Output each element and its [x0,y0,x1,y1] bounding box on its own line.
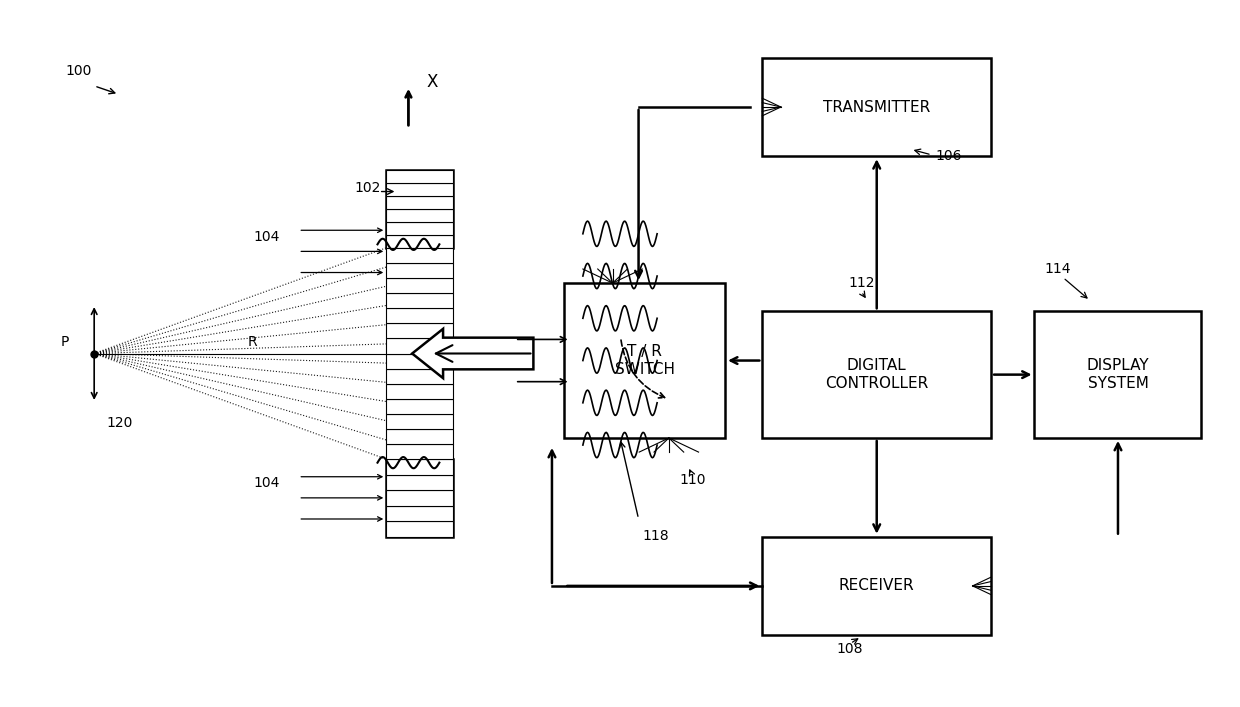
Text: X: X [427,74,439,91]
Text: 102: 102 [353,180,381,194]
Text: TRANSMITTER: TRANSMITTER [823,100,930,115]
Bar [386,474,453,490]
Text: 100: 100 [66,64,92,78]
Bar [386,506,453,521]
FancyBboxPatch shape [763,537,991,635]
FancyBboxPatch shape [763,311,991,438]
Bar [386,354,453,368]
Bar [386,459,453,537]
Text: 104: 104 [253,230,280,244]
Text: RECEIVER: RECEIVER [839,578,915,593]
Text: DISPLAY
SYSTEM: DISPLAY SYSTEM [1086,358,1149,391]
Text: DIGITAL
CONTROLLER: DIGITAL CONTROLLER [825,358,929,391]
Bar [386,263,453,278]
Bar [386,384,453,399]
Bar [386,197,453,209]
Text: 120: 120 [107,416,133,431]
Bar [386,414,453,429]
Text: 112: 112 [849,276,875,290]
Bar [386,209,453,222]
Bar [386,368,453,384]
Bar [386,183,453,197]
Bar [386,429,453,444]
Text: 104: 104 [253,477,280,490]
FancyBboxPatch shape [763,58,991,156]
Text: T / R
SWITCH: T / R SWITCH [615,344,675,377]
Bar [386,248,453,263]
Bar [386,444,453,459]
Bar [386,170,453,248]
Bar [386,490,453,506]
Text: 114: 114 [1044,262,1071,276]
Text: 110: 110 [680,473,706,487]
FancyBboxPatch shape [1034,311,1202,438]
Bar [386,521,453,537]
Bar [386,308,453,323]
FancyArrow shape [412,329,533,378]
Text: 106: 106 [935,149,962,163]
Bar [386,293,453,308]
Bar [386,459,453,474]
Text: 108: 108 [837,642,863,656]
Bar [386,235,453,248]
Bar [386,339,453,354]
Bar [386,222,453,235]
Text: P: P [61,335,69,349]
Bar [386,399,453,414]
Text: 118: 118 [642,529,668,543]
FancyBboxPatch shape [564,283,725,438]
Text: R: R [248,335,258,349]
Bar [386,170,453,183]
Bar [386,323,453,339]
Bar [386,278,453,293]
